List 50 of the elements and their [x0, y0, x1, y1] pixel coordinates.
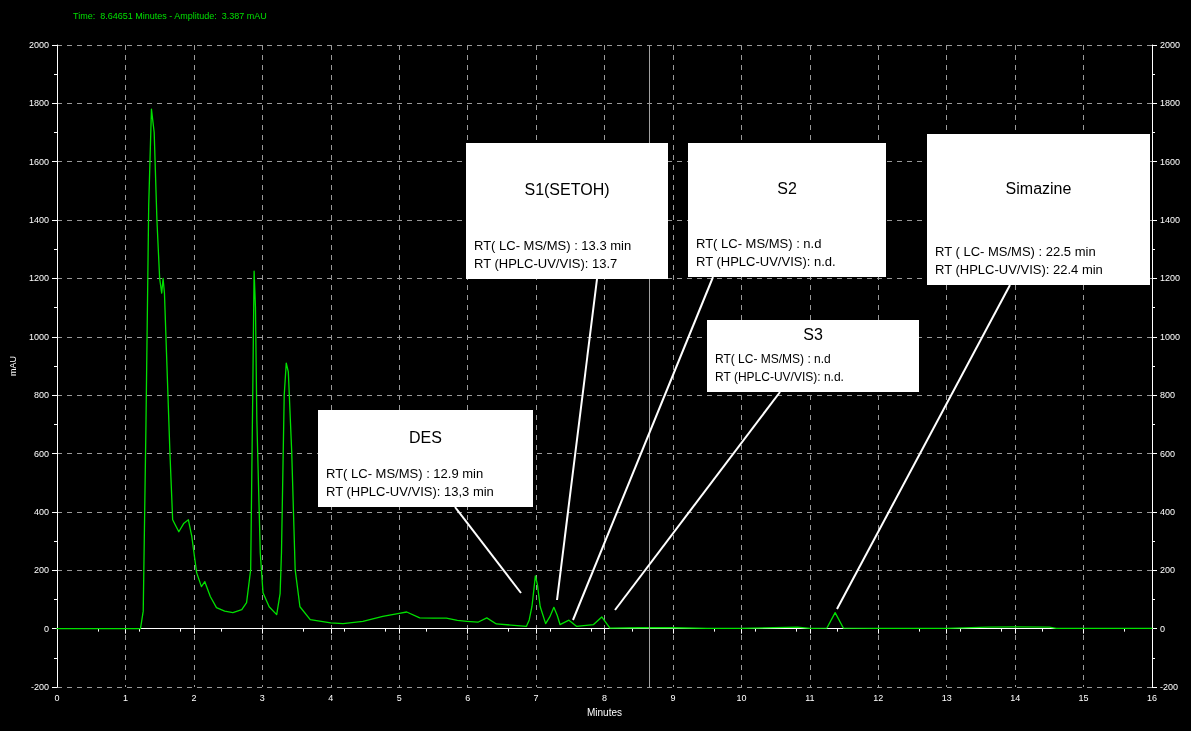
- chart-title: Time: 8.64651 Minutes - Amplitude: 3.387 mAU: [73, 10, 267, 21]
- callout-box: DES RT( LC- MS/MS) : 12.9 min RT (HPLC-UV/VIS): 13,3 min: [318, 410, 533, 507]
- y-tick-label: 800: [33, 390, 49, 401]
- x-tick-label: 7: [533, 692, 539, 703]
- y-tick-label: 1600: [28, 156, 49, 167]
- x-tick-label: 11: [805, 692, 815, 703]
- y2-tick-label: 1000: [1160, 331, 1181, 342]
- y-tick-label: 400: [33, 506, 49, 517]
- y-tick-label: 2000: [28, 40, 49, 50]
- callout-box: S1(SETOH) RT( LC- MS/MS) : 13.3 min RT (HPLC-UV/VIS): 13.7: [466, 143, 668, 279]
- x-tick-label: 9: [670, 692, 676, 703]
- y-tick-label: 0: [43, 623, 49, 634]
- y2-tick-label: 1800: [1160, 98, 1181, 109]
- x-tick-label: 13: [941, 692, 952, 703]
- x-tick-label: 2: [191, 692, 197, 703]
- y-tick-label: 1800: [28, 98, 49, 109]
- x-tick-label: 16: [1146, 692, 1158, 703]
- y2-tick-label: 1200: [1160, 273, 1181, 284]
- callout-box: Simazine RT ( LC- MS/MS) : 22.5 min RT (HPLC-UV/VIS): 22.4 min: [927, 134, 1150, 285]
- y2-tick-label: 200: [1160, 565, 1176, 576]
- x-tick-label: 6: [465, 692, 471, 703]
- x-tick-label: 1: [122, 692, 128, 703]
- y2-tick-label: 1600: [1160, 156, 1181, 167]
- y2-tick-label: 1400: [1160, 215, 1181, 226]
- y2-tick-label: 0: [1160, 623, 1166, 634]
- y2-tick-label: 800: [1160, 390, 1176, 401]
- x-tick-label: 8: [601, 692, 608, 703]
- annotation: S3 RT( LC- MS/MS) : n.d RT (HPLC-UV/VIS): n.d.: [715, 325, 845, 386]
- x-tick-label: 14: [1010, 692, 1021, 703]
- x-axis-title: Minutes: [586, 706, 623, 718]
- x-tick-label: 5: [396, 692, 402, 703]
- y-tick-label: 600: [33, 448, 49, 459]
- y2-tick-label: 2000: [1160, 40, 1181, 50]
- x-tick-label: 15: [1078, 692, 1089, 703]
- y-tick-label: 1000: [28, 331, 49, 342]
- y-tick-label: 1200: [28, 273, 49, 284]
- y2-tick-label: -200: [1160, 682, 1179, 692]
- y-tick-label: 200: [33, 565, 49, 576]
- x-tick-label: 3: [259, 692, 265, 703]
- callout-box: S2 RT( LC- MS/MS) : n.d RT (HPLC-UV/VIS): n.d.: [688, 143, 886, 277]
- y2-tick-label: 600: [1160, 448, 1176, 459]
- x-tick-label: 4: [328, 692, 334, 703]
- y2-tick-label: 400: [1160, 506, 1176, 517]
- callout-box: S3 RT( LC- MS/MS) : n.d RT (HPLC-UV/VIS): n.d.: [707, 320, 919, 392]
- y-tick-label: -200: [30, 682, 49, 692]
- x-tick-label: 10: [736, 692, 747, 703]
- x-tick-label: 0: [54, 692, 60, 703]
- y-axis-title: mAU: [7, 356, 18, 376]
- y-tick-label: 1400: [28, 215, 49, 226]
- x-tick-label: 12: [873, 692, 884, 703]
